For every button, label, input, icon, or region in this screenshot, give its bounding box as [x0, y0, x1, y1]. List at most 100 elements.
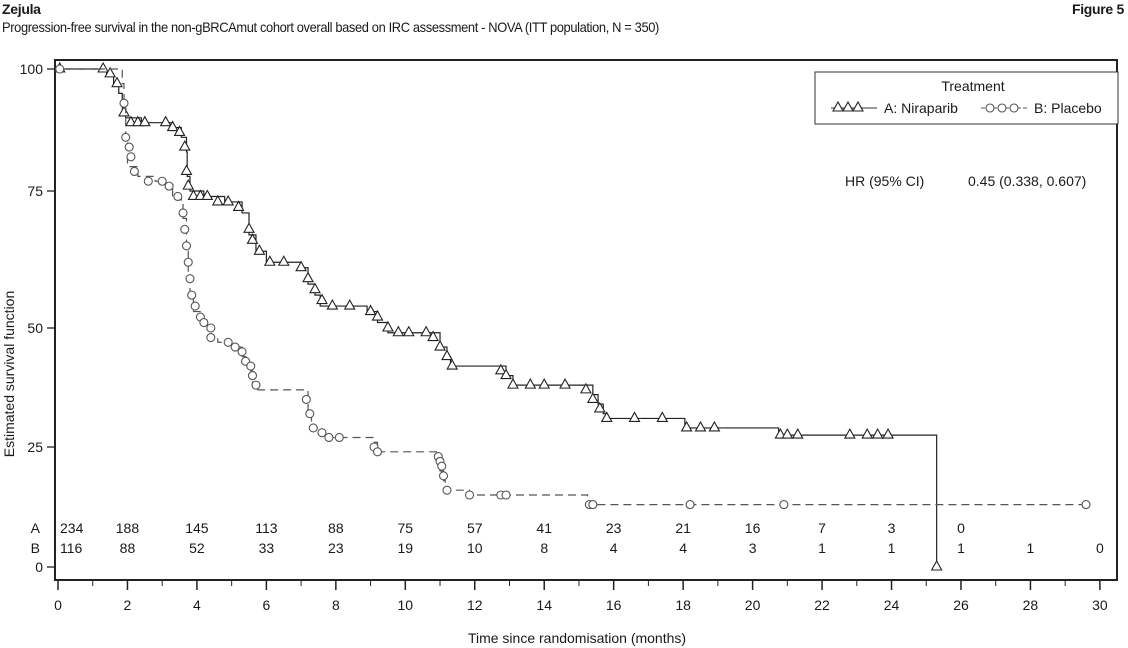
placebo-censor-mark [305, 409, 315, 419]
niraparib-censor-mark [694, 420, 707, 432]
legend-triangle-marker [842, 100, 854, 112]
risk-count: 116 [60, 540, 83, 556]
x-tick-label: 2 [124, 597, 132, 613]
niraparib-censor-mark [434, 339, 446, 351]
placebo-censor-mark [223, 337, 233, 347]
niraparib-censor-mark [427, 330, 440, 342]
placebo-censor-mark [251, 380, 261, 390]
risk-count: 1 [888, 540, 896, 556]
risk-count: 21 [675, 520, 691, 536]
risk-count: 52 [189, 540, 205, 556]
placebo-censor-mark [157, 176, 167, 186]
risk-count: 33 [259, 540, 275, 556]
legend: Treatment A: Niraparib B: Placebo [814, 71, 1119, 125]
series-placebo [55, 64, 1091, 510]
niraparib-censor-mark [559, 377, 571, 389]
placebo-censor-mark [199, 317, 209, 328]
placebo-censor-mark [1081, 500, 1091, 510]
placebo-censor-mark [301, 394, 311, 404]
brand-name: Zejula [2, 1, 41, 17]
risk-count: 19 [398, 540, 414, 556]
placebo-censor-mark [164, 181, 174, 191]
x-tick-label: 4 [193, 597, 201, 613]
chart-subtitle: Progression-free survival in the non-gBR… [2, 19, 659, 35]
placebo-censor-mark [465, 490, 475, 500]
risk-count: 88 [328, 520, 344, 536]
risk-count: 1 [1027, 540, 1035, 556]
placebo-censor-mark [685, 500, 695, 510]
y-tick-label: 50 [27, 320, 43, 336]
y-tick-label: 100 [20, 61, 44, 77]
placebo-censor-mark [180, 224, 190, 234]
x-tick-label: 26 [953, 597, 969, 613]
risk-table: A 234 188 145 113 88 75 57 41 23 21 16 7 3 0B 116 88 52 33… [31, 520, 1104, 556]
niraparib-censor-mark [930, 559, 943, 571]
niraparib-censor-mark [263, 255, 276, 266]
niraparib-censor-mark [494, 363, 507, 375]
x-tick-label: 30 [1092, 597, 1108, 613]
niraparib-censor-mark [178, 139, 191, 151]
niraparib-censor-mark [507, 377, 519, 389]
placebo-censor-mark [178, 208, 188, 218]
placebo-censor-mark [588, 500, 598, 510]
risk-count: 188 [116, 520, 140, 536]
risk-count: 4 [679, 540, 687, 556]
risk-count: 16 [745, 520, 761, 536]
legend-entry-placebo: B: Placebo [981, 100, 1102, 116]
x-tick-label: 20 [745, 597, 761, 613]
placebo-censor-mark [334, 432, 344, 443]
legend-title: Treatment [941, 78, 1004, 94]
legend-entry-niraparib: A: Niraparib [831, 100, 958, 116]
figure-label: Figure 5 [1071, 1, 1124, 17]
niraparib-censor-mark [441, 349, 453, 361]
hr-value: 0.45 (0.338, 0.607) [968, 173, 1086, 189]
legend-label-niraparib: A: Niraparib [884, 100, 958, 116]
x-axis-label: Time since randomisation (months) [468, 630, 686, 646]
x-tick-label: 24 [884, 597, 900, 613]
niraparib-censor-mark [166, 120, 179, 132]
niraparib-censor-mark [243, 222, 255, 233]
risk-count: 234 [60, 520, 84, 536]
placebo-censor-mark [129, 166, 139, 177]
niraparib-censor-mark [295, 260, 308, 272]
risk-count: 1 [818, 540, 826, 556]
niraparib-censor-mark [187, 189, 200, 201]
niraparib-censor-mark [343, 298, 356, 310]
risk-count: 41 [536, 520, 552, 536]
niraparib-censor-mark [97, 61, 110, 73]
risk-count: 1 [957, 540, 965, 556]
niraparib-censor-mark [843, 427, 856, 439]
niraparib-censor-mark [222, 194, 235, 206]
placebo-censor-mark [121, 132, 131, 142]
legend-triangle-marker [852, 100, 864, 112]
niraparib-censor-mark [708, 420, 721, 432]
legend-circle-marker [997, 103, 1007, 113]
y-tick-label: 0 [35, 559, 43, 575]
placebo-censor-mark [372, 447, 383, 457]
risk-row-label: B [31, 540, 40, 556]
niraparib-censor-mark [861, 427, 874, 439]
risk-count: 57 [467, 520, 483, 536]
niraparib-censor-mark [173, 125, 186, 136]
placebo-censor-mark [246, 361, 256, 371]
niraparib-censor-mark [326, 298, 339, 310]
placebo-curve [58, 68, 1087, 506]
placebo-censor-mark [438, 471, 449, 481]
placebo-censor-mark [173, 191, 183, 202]
placebo-censor-mark [230, 342, 240, 352]
x-tick-label: 22 [814, 597, 830, 613]
niraparib-censor-mark [593, 401, 606, 413]
niraparib-censor-mark [201, 189, 214, 201]
niraparib-censor-mark [791, 427, 804, 439]
niraparib-censor-mark [500, 368, 512, 380]
niraparib-censor-mark [138, 115, 151, 127]
placebo-censor-mark [190, 301, 200, 311]
niraparib-censor-mark [446, 358, 459, 370]
x-tick-label: 28 [1023, 597, 1039, 613]
risk-count: 4 [610, 540, 618, 556]
risk-count: 10 [467, 540, 483, 556]
placebo-censor-mark [437, 461, 447, 471]
placebo-censor-mark [779, 500, 789, 510]
niraparib-censor-mark [420, 325, 433, 337]
